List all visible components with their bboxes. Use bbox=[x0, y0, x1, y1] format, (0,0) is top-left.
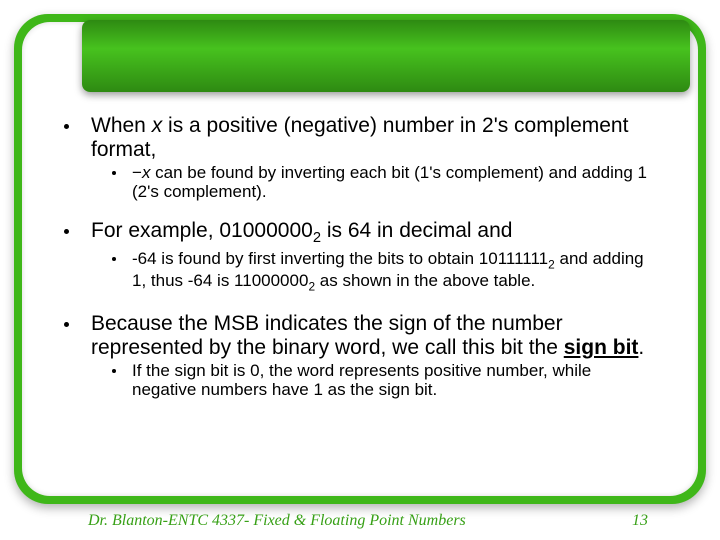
bullet-2-text: For example, 010000002 is 64 in decimal … bbox=[91, 219, 512, 247]
text: -64 is found by first inverting the bits… bbox=[132, 249, 548, 268]
subscript: 2 bbox=[548, 257, 555, 271]
footer-title: Fixed & Floating Point Numbers bbox=[253, 512, 465, 530]
slide-frame: When x is a positive (negative) number i… bbox=[14, 14, 706, 504]
header-bar bbox=[82, 20, 690, 92]
sign-bit-term: sign bit bbox=[564, 336, 639, 359]
slide-card: When x is a positive (negative) number i… bbox=[22, 22, 698, 496]
text-italic: x bbox=[152, 114, 163, 137]
text: as shown in the above table. bbox=[315, 271, 535, 290]
bullet-2-sub-text: -64 is found by first inverting the bits… bbox=[132, 249, 660, 294]
bullet-3-sub-text: If the sign bit is 0, the word represent… bbox=[132, 361, 660, 399]
bullet-3-text: Because the MSB indicates the sign of th… bbox=[91, 312, 660, 359]
bullet-1-sub-text: −x can be found by inverting each bit (1… bbox=[132, 163, 660, 201]
text: . bbox=[638, 336, 644, 359]
bullet-3: Because the MSB indicates the sign of th… bbox=[60, 312, 660, 399]
bullet-2: For example, 010000002 is 64 in decimal … bbox=[60, 219, 660, 294]
bullet-1-sub: −x can be found by inverting each bit (1… bbox=[112, 163, 660, 201]
bullet-2-sub: -64 is found by first inverting the bits… bbox=[112, 249, 660, 294]
bullet-dot-icon bbox=[112, 369, 116, 373]
text: − bbox=[132, 163, 142, 182]
slide-footer: Dr. Blanton - ENTC 4337 - Fixed & Floati… bbox=[88, 512, 688, 530]
bullet-3-sub: If the sign bit is 0, the word represent… bbox=[112, 361, 660, 399]
bullet-dot-icon bbox=[112, 257, 116, 261]
bullet-dot-icon bbox=[64, 124, 69, 129]
footer-author: Dr. Blanton bbox=[88, 512, 163, 530]
bullet-dot-icon bbox=[112, 171, 116, 175]
slide-content: When x is a positive (negative) number i… bbox=[60, 114, 660, 399]
text: Because the MSB indicates the sign of th… bbox=[91, 312, 564, 359]
bullet-1-text: When x is a positive (negative) number i… bbox=[91, 114, 660, 161]
footer-page-number: 13 bbox=[632, 512, 648, 530]
text: When bbox=[91, 114, 152, 137]
text: For example, 01000000 bbox=[91, 219, 313, 242]
bullet-1: When x is a positive (negative) number i… bbox=[60, 114, 660, 201]
text: is a positive (negative) number in 2's c… bbox=[91, 114, 628, 161]
bullet-dot-icon bbox=[64, 322, 69, 327]
subscript: 2 bbox=[313, 230, 321, 246]
text: is 64 in decimal and bbox=[321, 219, 512, 242]
text: can be found by inverting each bit (1's … bbox=[132, 163, 647, 201]
bullet-dot-icon bbox=[64, 229, 69, 234]
footer-course: ENTC 4337 bbox=[168, 512, 244, 530]
